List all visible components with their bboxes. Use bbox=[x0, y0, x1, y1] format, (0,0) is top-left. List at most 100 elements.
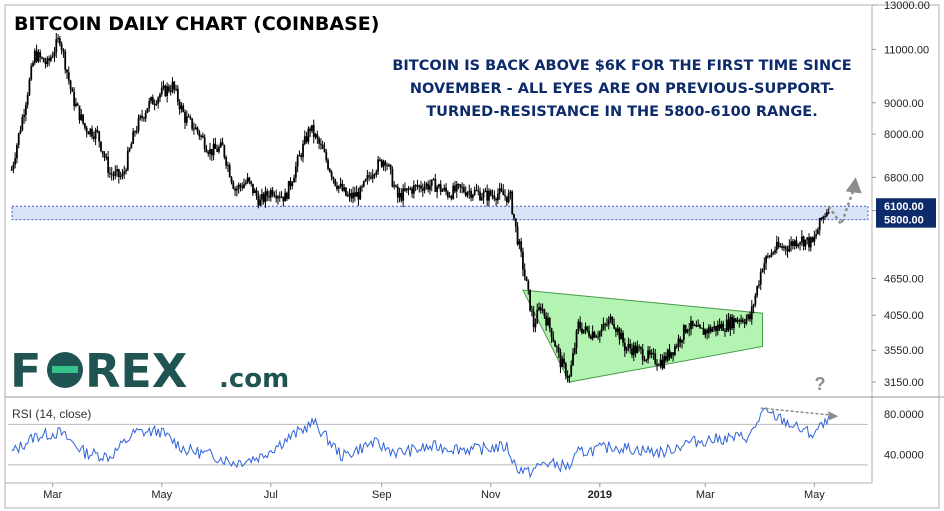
price-bar bbox=[325, 151, 328, 161]
price-bar bbox=[361, 186, 363, 188]
price-bar bbox=[650, 352, 653, 355]
price-bar bbox=[457, 184, 460, 186]
price-bar bbox=[720, 323, 723, 329]
price-bar bbox=[402, 188, 405, 201]
price-tick-label: 3550.00 bbox=[884, 345, 924, 357]
price-bar bbox=[191, 118, 194, 129]
price-bar bbox=[686, 329, 689, 333]
price-bar bbox=[446, 191, 449, 198]
price-bar bbox=[53, 52, 56, 57]
price-bar bbox=[579, 321, 582, 329]
price-bar bbox=[169, 91, 172, 93]
annotation-line-1: BITCOIN IS BACK ABOVE $6K FOR THE FIRST … bbox=[392, 58, 851, 74]
price-bar bbox=[666, 349, 669, 361]
price-bar bbox=[475, 189, 478, 191]
price-bar bbox=[166, 86, 169, 97]
price-bar bbox=[713, 325, 716, 329]
price-bar bbox=[482, 191, 485, 198]
price-bar bbox=[607, 319, 610, 325]
price-bar bbox=[244, 182, 247, 185]
price-bar bbox=[416, 185, 419, 187]
price-bar bbox=[352, 192, 354, 199]
price-bar bbox=[489, 190, 492, 196]
price-bar bbox=[514, 218, 517, 227]
price-bar bbox=[250, 181, 253, 184]
logo-coin-bar bbox=[52, 366, 78, 373]
price-bar bbox=[121, 174, 124, 177]
price-bar bbox=[368, 175, 371, 177]
price-bar bbox=[227, 165, 229, 167]
time-tick-label: Mar bbox=[43, 489, 62, 501]
price-bar bbox=[71, 88, 74, 92]
price-bar bbox=[471, 194, 474, 198]
price-bar bbox=[570, 365, 573, 377]
logo-letter-f: F bbox=[10, 344, 41, 398]
price-bar bbox=[691, 320, 694, 326]
price-bar bbox=[182, 105, 185, 112]
price-bar bbox=[12, 164, 15, 170]
price-bar bbox=[745, 318, 748, 324]
rsi-axis: 80.0000 40.0000 bbox=[884, 409, 924, 462]
price-bar bbox=[645, 359, 648, 361]
price-bar bbox=[473, 189, 476, 195]
price-bar bbox=[709, 326, 712, 332]
price-bar bbox=[641, 349, 644, 360]
rsi-tick-label: 80.0000 bbox=[884, 409, 924, 421]
price-bar bbox=[39, 52, 42, 58]
chart-frame bbox=[4, 4, 940, 509]
price-bar bbox=[538, 307, 540, 310]
price-bar bbox=[243, 184, 245, 189]
price-bar bbox=[595, 336, 598, 338]
price-bar bbox=[76, 103, 79, 106]
price-bar bbox=[464, 191, 467, 196]
price-bar bbox=[44, 62, 47, 65]
logo-suffix: .com bbox=[219, 364, 289, 394]
price-bar bbox=[327, 160, 329, 169]
price-bar bbox=[355, 191, 358, 197]
price-bar bbox=[334, 179, 337, 186]
price-bar bbox=[765, 256, 767, 264]
price-bar bbox=[824, 215, 826, 217]
price-bar bbox=[278, 196, 281, 198]
price-bar bbox=[370, 176, 372, 179]
price-bar bbox=[761, 269, 764, 272]
price-bar bbox=[484, 190, 487, 192]
price-bar bbox=[754, 295, 757, 305]
price-bar bbox=[41, 57, 43, 59]
price-bar bbox=[343, 187, 346, 191]
price-bar bbox=[675, 346, 678, 348]
price-bar bbox=[568, 376, 571, 378]
time-tick-label: Nov bbox=[481, 489, 501, 501]
price-bar bbox=[766, 255, 769, 257]
price-bar bbox=[597, 336, 599, 338]
price-bar bbox=[91, 128, 93, 137]
price-bar bbox=[588, 330, 590, 337]
price-bar bbox=[380, 159, 383, 167]
forex-logo: F REX .com bbox=[10, 344, 289, 398]
price-bar bbox=[613, 324, 616, 329]
price-bar bbox=[808, 237, 810, 248]
price-bar bbox=[493, 195, 496, 199]
price-bar bbox=[425, 183, 428, 187]
price-bar bbox=[268, 195, 270, 198]
price-bar bbox=[253, 190, 256, 194]
price-bar bbox=[809, 237, 812, 248]
price-bar bbox=[337, 185, 340, 190]
price-bar bbox=[311, 125, 313, 131]
price-bar bbox=[504, 195, 506, 197]
price-bar bbox=[693, 324, 696, 326]
price-bar bbox=[786, 249, 789, 252]
price-bar bbox=[818, 217, 821, 230]
price-bar bbox=[362, 181, 365, 187]
price-bar bbox=[405, 188, 408, 191]
time-tick-label: Sep bbox=[372, 489, 392, 501]
price-bar bbox=[783, 246, 785, 249]
price-bar bbox=[175, 88, 177, 90]
price-bar bbox=[330, 171, 333, 178]
price-bar bbox=[420, 185, 422, 189]
price-bar bbox=[774, 250, 776, 253]
price-bar bbox=[654, 353, 657, 364]
logo-letters-rex: REX bbox=[85, 344, 187, 398]
price-bar bbox=[804, 239, 807, 247]
